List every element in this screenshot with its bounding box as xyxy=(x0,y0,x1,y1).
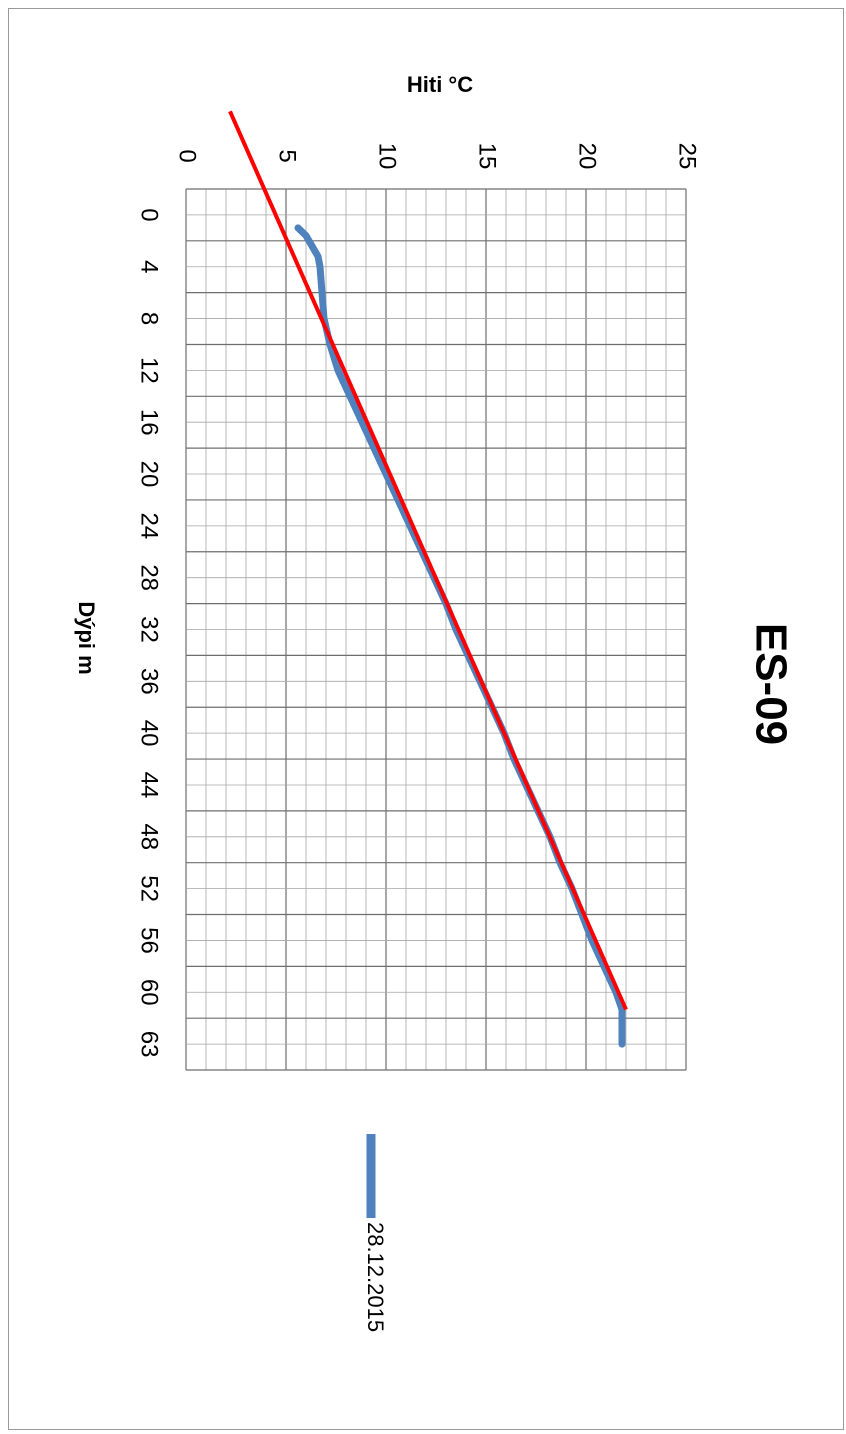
y-tick-label: 48 xyxy=(136,823,163,850)
y-tick-label: 36 xyxy=(136,668,163,695)
grid xyxy=(185,188,687,1071)
y-tick-label: 32 xyxy=(136,616,163,643)
legend: 28.12.2015 xyxy=(363,1134,388,1332)
y-tick-label: 63 xyxy=(136,1031,163,1058)
y-axis-title: Dýpi m xyxy=(74,601,99,674)
x-tick-label: 15 xyxy=(474,143,501,170)
x-tick-label: 5 xyxy=(274,149,301,162)
x-axis-title: Hiti °C xyxy=(407,72,473,97)
chart-lines xyxy=(228,110,628,1048)
y-tick-label: 56 xyxy=(136,927,163,954)
x-tick-labels: 0 5 10 15 20 25 xyxy=(174,143,701,170)
chart-title: ES-09 xyxy=(746,623,795,745)
x-tick-label: 10 xyxy=(374,143,401,170)
y-tick-label: 24 xyxy=(136,513,163,540)
x-tick-label: 25 xyxy=(674,143,701,170)
y-tick-label: 52 xyxy=(136,875,163,902)
y-tick-label: 16 xyxy=(136,409,163,436)
x-tick-label: 20 xyxy=(574,143,601,170)
y-tick-label: 60 xyxy=(136,979,163,1006)
x-tick-label: 0 xyxy=(174,149,201,162)
y-tick-label: 40 xyxy=(136,720,163,747)
y-tick-label: 20 xyxy=(136,461,163,488)
y-tick-label: 28 xyxy=(136,564,163,591)
y-tick-label: 4 xyxy=(136,260,163,273)
trendline xyxy=(228,110,628,1011)
y-tick-label: 12 xyxy=(136,357,163,384)
y-tick-label: 44 xyxy=(136,772,163,799)
y-tick-label: 0 xyxy=(136,208,163,221)
chart-frame: 0 5 10 15 20 25 04812162024283236404448525660… xyxy=(8,8,844,1430)
legend-series-label: 28.12.2015 xyxy=(363,1222,388,1332)
y-tick-label: 8 xyxy=(136,312,163,325)
